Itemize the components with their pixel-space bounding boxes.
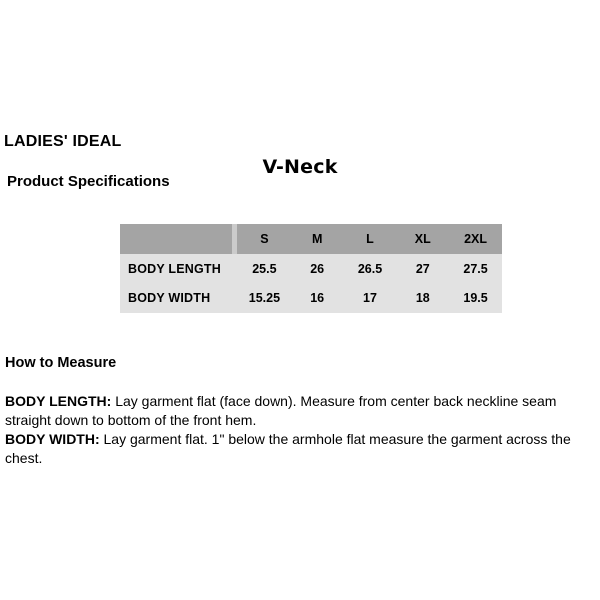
body-length-term: BODY LENGTH:: [5, 393, 112, 409]
style-name-title: V-Neck: [262, 156, 338, 178]
body-width-instruction: BODY WIDTH: Lay garment flat. 1" below t…: [5, 430, 597, 468]
header-column-separator: [232, 224, 237, 254]
body-width-2xl: 19.5: [463, 291, 488, 306]
table-row-body-length: BODY LENGTH 25.5 26 26.5 27 27.5: [120, 254, 502, 284]
size-header-s: S: [260, 232, 269, 246]
body-width-term: BODY WIDTH:: [5, 431, 100, 447]
product-specifications-title: Product Specifications: [7, 173, 170, 190]
body-length-m: 26: [310, 261, 325, 276]
body-length-description: Lay garment flat (face down). Measure fr…: [5, 393, 557, 428]
body-length-s: 25.5: [252, 261, 277, 276]
body-length-instruction: BODY LENGTH: Lay garment flat (face down…: [5, 392, 597, 430]
size-header-2xl: 2XL: [464, 232, 488, 246]
table-row-body-width: BODY WIDTH 15.25 16 17 18 19.5: [120, 283, 502, 313]
body-width-m: 16: [310, 291, 325, 306]
body-length-l: 26.5: [357, 261, 383, 276]
brand-title: LADIES' IDEAL: [4, 133, 122, 150]
size-header-row: S M L XL 2XL: [120, 224, 502, 254]
body-width-xl: 18: [415, 291, 430, 306]
row-label: BODY LENGTH: [128, 261, 221, 276]
how-to-measure-title: How to Measure: [5, 355, 117, 371]
body-width-s: 15.25: [248, 291, 281, 306]
how-to-measure-text: BODY LENGTH: Lay garment flat (face down…: [5, 392, 597, 468]
size-header-xl: XL: [414, 232, 431, 246]
size-header-l: L: [366, 232, 374, 246]
size-spec-table: S M L XL 2XL BODY LENGTH 25.5 26 26.5 27…: [120, 224, 502, 313]
body-length-xl: 27: [415, 261, 430, 276]
size-header-m: M: [311, 232, 323, 246]
body-width-l: 17: [363, 291, 377, 306]
row-label: BODY WIDTH: [128, 291, 211, 306]
body-length-2xl: 27.5: [463, 261, 488, 276]
body-width-description: Lay garment flat. 1" below the armhole f…: [5, 431, 571, 466]
